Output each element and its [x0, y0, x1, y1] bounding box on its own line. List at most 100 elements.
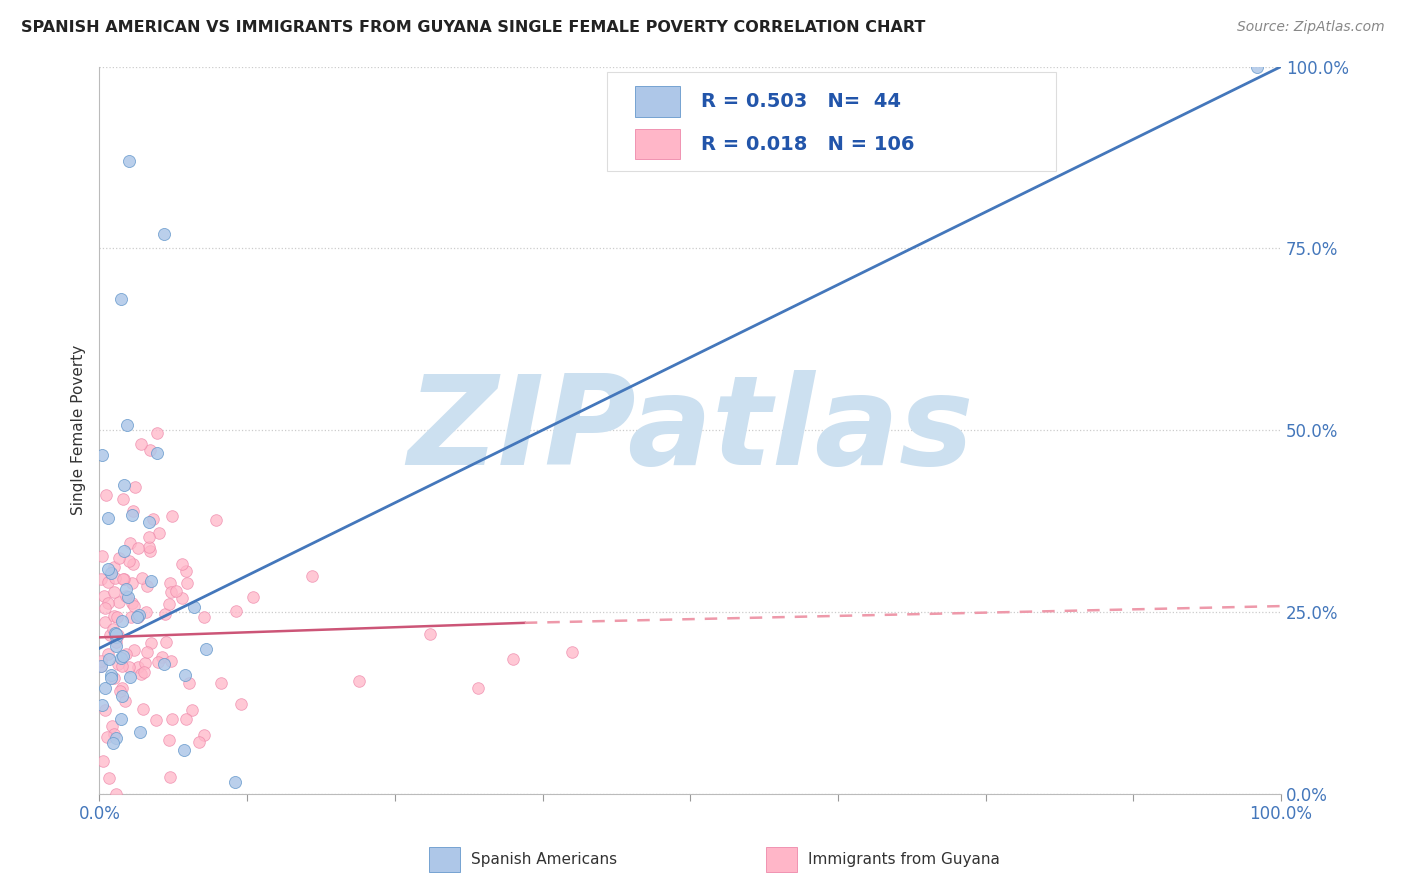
- Point: [110, 292, 132, 306]
- Point: [94, 615, 117, 629]
- Point: [105, 787, 128, 801]
- Point: [104, 631, 127, 645]
- FancyBboxPatch shape: [634, 129, 679, 160]
- Point: [90, 698, 112, 712]
- Point: [124, 480, 146, 494]
- Point: [97, 575, 120, 590]
- Point: [139, 544, 162, 558]
- Point: [134, 656, 156, 670]
- Point: [301, 568, 323, 582]
- Point: [159, 770, 181, 784]
- Point: [183, 600, 205, 615]
- Point: [100, 671, 122, 685]
- Point: [97, 648, 120, 662]
- Point: [97, 511, 120, 525]
- Point: [112, 572, 135, 586]
- Point: [139, 636, 162, 650]
- Point: [138, 516, 160, 530]
- Point: [94, 703, 117, 717]
- Point: [139, 442, 162, 457]
- Point: [97, 596, 120, 610]
- Point: [112, 492, 135, 507]
- Point: [101, 719, 124, 733]
- Point: [129, 437, 152, 451]
- Point: [91, 448, 114, 462]
- Point: [107, 657, 129, 672]
- Point: [150, 650, 173, 665]
- Point: [93, 681, 115, 695]
- Point: [117, 591, 139, 605]
- Point: [159, 654, 181, 668]
- Point: [104, 571, 127, 585]
- Point: [103, 671, 125, 685]
- Point: [131, 571, 153, 585]
- Point: [127, 541, 149, 556]
- Point: [104, 635, 127, 649]
- Point: [104, 639, 127, 653]
- Point: [179, 676, 201, 690]
- Point: [90, 659, 112, 673]
- Point: [104, 626, 127, 640]
- Point: [114, 694, 136, 708]
- Point: [110, 712, 132, 726]
- Point: [174, 712, 197, 726]
- Text: R = 0.503   N=  44: R = 0.503 N= 44: [700, 92, 901, 111]
- Point: [128, 607, 150, 622]
- Point: [419, 626, 441, 640]
- Point: [194, 641, 217, 656]
- Text: SPANISH AMERICAN VS IMMIGRANTS FROM GUYANA SINGLE FEMALE POVERTY CORRELATION CHA: SPANISH AMERICAN VS IMMIGRANTS FROM GUYA…: [21, 20, 925, 35]
- Point: [100, 668, 122, 682]
- Point: [111, 614, 134, 628]
- FancyBboxPatch shape: [634, 87, 679, 117]
- Point: [112, 544, 135, 558]
- Point: [127, 659, 149, 673]
- Point: [104, 626, 127, 640]
- Point: [176, 576, 198, 591]
- Point: [107, 628, 129, 642]
- Point: [211, 675, 233, 690]
- Point: [107, 551, 129, 566]
- Point: [153, 607, 176, 622]
- Point: [131, 702, 153, 716]
- Point: [114, 582, 136, 596]
- Y-axis label: Single Female Poverty: Single Female Poverty: [72, 345, 86, 516]
- Point: [117, 554, 139, 568]
- Point: [103, 622, 125, 636]
- Point: [138, 541, 160, 555]
- Point: [193, 610, 215, 624]
- Point: [112, 648, 135, 663]
- Point: [180, 703, 202, 717]
- Point: [121, 609, 143, 624]
- Point: [128, 724, 150, 739]
- Point: [159, 585, 181, 599]
- Point: [101, 736, 124, 750]
- Point: [93, 589, 115, 603]
- Point: [135, 645, 157, 659]
- Point: [110, 651, 132, 665]
- Point: [105, 610, 128, 624]
- Point: [225, 605, 247, 619]
- Point: [173, 743, 195, 757]
- Point: [162, 712, 184, 726]
- Point: [90, 653, 112, 667]
- Point: [146, 425, 169, 440]
- Point: [122, 504, 145, 518]
- Point: [118, 670, 141, 684]
- Point: [97, 652, 120, 666]
- Point: [103, 727, 125, 741]
- Point: [115, 590, 138, 604]
- Point: [146, 445, 169, 459]
- Point: [170, 591, 193, 605]
- Point: [108, 684, 131, 698]
- Point: [153, 657, 176, 671]
- Point: [145, 713, 167, 727]
- Point: [112, 478, 135, 492]
- Point: [121, 508, 143, 522]
- Point: [467, 681, 489, 696]
- Point: [135, 579, 157, 593]
- Point: [96, 731, 118, 745]
- Point: [117, 660, 139, 674]
- Point: [112, 572, 135, 586]
- Point: [173, 668, 195, 682]
- Point: [111, 681, 134, 695]
